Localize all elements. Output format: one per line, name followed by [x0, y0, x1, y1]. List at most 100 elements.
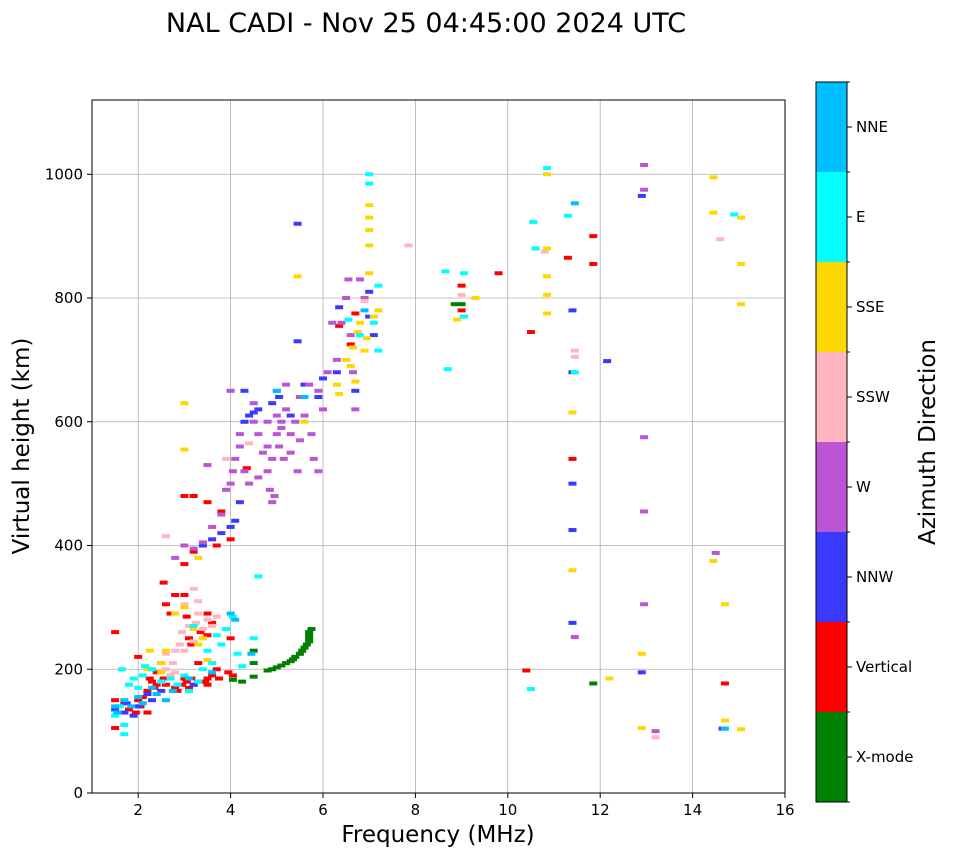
data-point: [319, 407, 327, 412]
data-point: [143, 667, 152, 672]
data-point: [277, 425, 286, 430]
data-point: [189, 586, 198, 591]
data-point: [235, 432, 244, 437]
data-point: [302, 642, 311, 647]
data-point: [365, 203, 374, 208]
data-point: [171, 685, 180, 690]
data-point: [201, 679, 210, 684]
data-point: [215, 676, 224, 681]
data-point: [443, 367, 452, 372]
data-point: [355, 320, 364, 325]
data-point: [335, 323, 344, 328]
colorbar-segment: [816, 532, 847, 622]
data-point: [180, 648, 189, 653]
data-point: [196, 630, 205, 635]
data-point: [349, 370, 358, 375]
data-point: [120, 698, 129, 703]
data-point: [254, 407, 263, 412]
series-nne: [111, 201, 729, 731]
data-point: [351, 379, 360, 384]
data-point: [459, 271, 468, 276]
data-point: [180, 676, 189, 681]
colorbar-labels: NNE E SSE SSW W NNW Vertical X-mode: [847, 81, 913, 803]
data-point: [148, 698, 157, 703]
data-point: [203, 500, 212, 505]
data-point: [212, 667, 221, 672]
data-point: [180, 602, 189, 607]
y-tick-label: 800: [54, 289, 83, 307]
data-point: [189, 549, 198, 554]
data-point: [282, 407, 291, 412]
data-point: [720, 602, 729, 607]
data-point: [300, 382, 309, 387]
data-point: [404, 243, 413, 248]
data-point: [268, 401, 277, 406]
data-point: [182, 614, 191, 619]
x-tick-label: 8: [411, 801, 421, 819]
data-point: [208, 661, 217, 666]
data-point: [238, 664, 247, 669]
colorbar-segment: [816, 82, 847, 172]
data-point: [185, 623, 194, 628]
data-point: [651, 735, 660, 740]
data-point: [709, 558, 718, 563]
data-point: [129, 676, 138, 681]
data-point: [570, 635, 579, 640]
data-point: [233, 651, 242, 656]
data-point: [217, 531, 226, 536]
data-point: [171, 611, 180, 616]
series-ssw: [157, 237, 725, 740]
data-point: [298, 648, 307, 653]
data-point: [282, 661, 291, 666]
data-point: [589, 261, 598, 266]
data-point: [441, 269, 450, 274]
x-tick-label: 12: [591, 801, 610, 819]
data-point: [171, 648, 180, 653]
data-point: [346, 364, 355, 369]
data-point: [203, 682, 212, 687]
data-point: [640, 602, 649, 607]
x-tick-label: 4: [226, 801, 236, 819]
data-point: [365, 181, 374, 186]
data-point: [127, 704, 136, 709]
data-point: [187, 642, 196, 647]
data-point: [113, 710, 122, 715]
data-point: [249, 661, 258, 666]
data-point: [180, 494, 189, 498]
data-point: [249, 636, 258, 641]
data-point: [212, 633, 221, 638]
data-point: [134, 685, 143, 690]
data-point: [254, 475, 263, 480]
data-point: [531, 246, 540, 251]
data-point: [198, 543, 207, 548]
data-point: [157, 688, 166, 693]
data-point: [568, 528, 577, 533]
data-point: [272, 665, 281, 670]
data-point: [178, 630, 187, 635]
data-point: [221, 487, 230, 492]
data-point: [365, 271, 374, 276]
data-point: [152, 692, 161, 696]
data-point: [180, 605, 189, 610]
data-point: [351, 311, 360, 316]
data-point: [568, 410, 577, 415]
data-point: [568, 456, 577, 461]
data-point: [716, 237, 725, 242]
data-point: [180, 673, 189, 678]
data-point: [124, 707, 133, 712]
data-point: [314, 388, 323, 393]
colorbar-segments: [816, 82, 847, 802]
data-point: [332, 357, 341, 362]
data-point: [203, 633, 212, 638]
plot-area: 2 4 6 8 10 12 14 16 0 200 400 600 800 1000: [45, 99, 795, 819]
data-point: [180, 447, 189, 452]
data-point: [563, 213, 572, 218]
series-sse: [143, 172, 746, 732]
data-point: [182, 679, 191, 684]
y-tick-label: 400: [54, 537, 83, 555]
data-point: [369, 314, 378, 319]
data-point: [245, 441, 254, 446]
data-point: [543, 292, 552, 297]
data-point: [543, 166, 552, 171]
data-point: [175, 642, 184, 647]
